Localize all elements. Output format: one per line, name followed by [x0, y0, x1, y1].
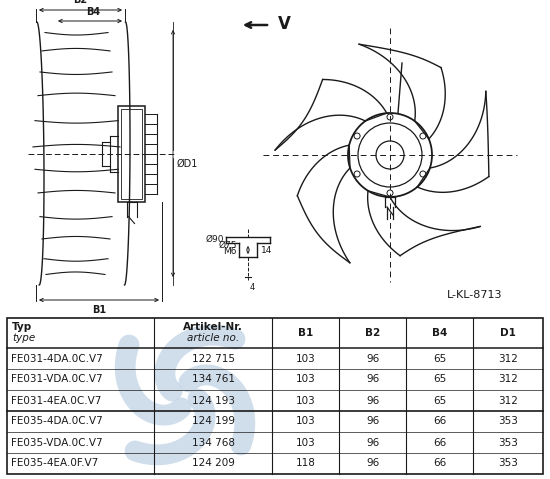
Text: B1: B1 [92, 305, 106, 315]
Text: D1: D1 [500, 328, 516, 338]
Text: 96: 96 [366, 354, 379, 364]
Text: 14: 14 [261, 246, 272, 254]
Text: M6: M6 [223, 247, 237, 255]
Bar [121, 109, 142, 198]
Text: 65: 65 [433, 354, 447, 364]
Text: 96: 96 [366, 437, 379, 447]
Text: 65: 65 [433, 396, 447, 406]
Text: 96: 96 [366, 375, 379, 385]
Text: article no.: article no. [188, 333, 239, 343]
Text: 353: 353 [498, 417, 518, 426]
Text: 134 768: 134 768 [192, 437, 235, 447]
Text: 96: 96 [366, 458, 379, 468]
Bar [118, 105, 145, 202]
Text: FE031-4DA.0C.V7: FE031-4DA.0C.V7 [11, 354, 103, 364]
Text: B2: B2 [365, 328, 381, 338]
Text: 65: 65 [433, 375, 447, 385]
Text: 96: 96 [366, 417, 379, 426]
Text: 4: 4 [250, 283, 255, 292]
Text: FE031-4EA.0C.V7: FE031-4EA.0C.V7 [11, 396, 101, 406]
Text: type: type [12, 333, 35, 343]
Text: 103: 103 [296, 354, 316, 364]
Text: 312: 312 [498, 354, 518, 364]
Text: 103: 103 [296, 437, 316, 447]
Text: 66: 66 [433, 437, 447, 447]
Text: Artikel-Nr.: Artikel-Nr. [183, 322, 243, 332]
Text: B1: B1 [298, 328, 314, 338]
Text: FE035-4EA.0F.V7: FE035-4EA.0F.V7 [11, 458, 98, 468]
Text: FE031-VDA.0C.V7: FE031-VDA.0C.V7 [11, 375, 103, 385]
Text: FE035-4DA.0C.V7: FE035-4DA.0C.V7 [11, 417, 103, 426]
Text: 103: 103 [296, 417, 316, 426]
Text: 353: 353 [498, 437, 518, 447]
Text: 103: 103 [296, 396, 316, 406]
Text: 66: 66 [433, 458, 447, 468]
Text: ØD1: ØD1 [177, 159, 199, 169]
Text: 118: 118 [296, 458, 316, 468]
Text: Typ: Typ [12, 322, 32, 332]
Text: B4: B4 [86, 7, 100, 17]
Text: 124 193: 124 193 [192, 396, 235, 406]
Text: 312: 312 [498, 396, 518, 406]
Text: 66: 66 [433, 417, 447, 426]
Text: 124 199: 124 199 [192, 417, 235, 426]
Text: Ø75: Ø75 [218, 240, 237, 250]
Text: 134 761: 134 761 [192, 375, 235, 385]
Text: 124 209: 124 209 [192, 458, 235, 468]
Text: 122 715: 122 715 [192, 354, 235, 364]
Text: V: V [278, 15, 291, 33]
Text: 312: 312 [498, 375, 518, 385]
Text: L-KL-8713: L-KL-8713 [447, 290, 503, 300]
Text: 96: 96 [366, 396, 379, 406]
Bar [7, 318, 543, 474]
Text: Ø90: Ø90 [206, 235, 224, 243]
Text: 103: 103 [296, 375, 316, 385]
Text: B4: B4 [432, 328, 448, 338]
Text: FE035-VDA.0C.V7: FE035-VDA.0C.V7 [11, 437, 103, 447]
Text: 353: 353 [498, 458, 518, 468]
Text: B2: B2 [74, 0, 87, 5]
